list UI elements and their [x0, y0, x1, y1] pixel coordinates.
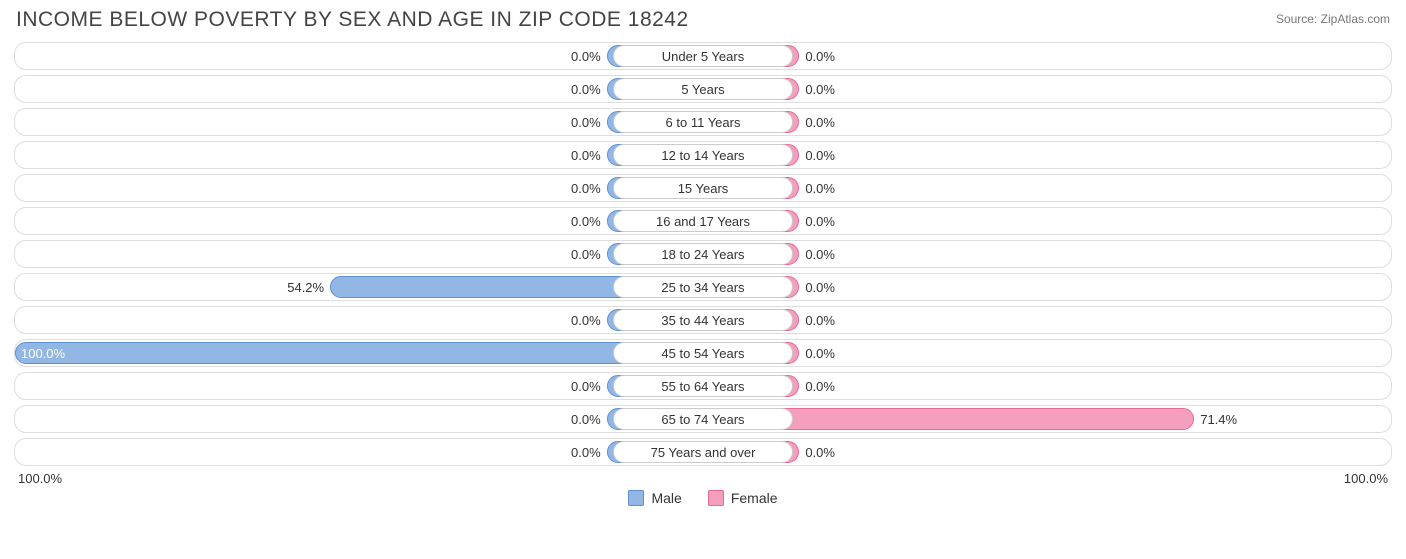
chart-row: 0.0% 71.4% 65 to 74 Years	[14, 405, 1392, 433]
female-value-label: 0.0%	[805, 109, 835, 135]
male-value-label: 0.0%	[571, 109, 601, 135]
diverging-bar-chart: 0.0%0.0%Under 5 Years0.0%0.0%5 Years0.0%…	[10, 42, 1396, 466]
female-swatch-icon	[708, 490, 724, 506]
chart-row: 0.0% 0.0% Under 5 Years	[14, 42, 1392, 70]
male-value-label: 0.0%	[571, 76, 601, 102]
chart-row: 0.0% 0.0% 12 to 14 Years	[14, 141, 1392, 169]
male-value-label: 0.0%	[571, 373, 601, 399]
male-value-label: 0.0%	[571, 307, 601, 333]
chart-row: 0.0% 0.0% 5 Years	[14, 75, 1392, 103]
legend: Male Female	[10, 490, 1396, 506]
axis-left-label: 100.0%	[18, 471, 62, 486]
male-value-label: 0.0%	[571, 142, 601, 168]
legend-male-label: Male	[651, 490, 681, 506]
male-value-label: 0.0%	[571, 208, 601, 234]
female-value-label: 0.0%	[805, 142, 835, 168]
chart-row: 0.0% 0.0% 75 Years and over	[14, 438, 1392, 466]
category-pill: 12 to 14 Years	[613, 144, 793, 166]
female-value-label: 0.0%	[805, 208, 835, 234]
chart-row: 54.2% 0.0% 25 to 34 Years	[14, 273, 1392, 301]
chart-row: 0.0% 0.0% 35 to 44 Years	[14, 306, 1392, 334]
chart-row: 0.0% 0.0% 55 to 64 Years	[14, 372, 1392, 400]
category-pill: 45 to 54 Years	[613, 342, 793, 364]
axis-right-label: 100.0%	[1344, 471, 1388, 486]
category-pill: 25 to 34 Years	[613, 276, 793, 298]
female-value-label: 0.0%	[805, 340, 835, 366]
category-pill: 35 to 44 Years	[613, 309, 793, 331]
chart-container: INCOME BELOW POVERTY BY SEX AND AGE IN Z…	[0, 0, 1406, 516]
female-value-label: 0.0%	[805, 439, 835, 465]
category-pill: 5 Years	[613, 78, 793, 100]
female-value-label: 0.0%	[805, 43, 835, 69]
female-value-label: 71.4%	[1200, 406, 1237, 432]
chart-row: 100.0% 0.0% 45 to 54 Years	[14, 339, 1392, 367]
category-pill: Under 5 Years	[613, 45, 793, 67]
chart-row: 0.0% 0.0% 16 and 17 Years	[14, 207, 1392, 235]
category-pill: 65 to 74 Years	[613, 408, 793, 430]
male-value-label: 54.2%	[287, 274, 324, 300]
female-value-label: 0.0%	[805, 274, 835, 300]
x-axis: 100.0% 100.0%	[10, 471, 1396, 486]
chart-row: 0.0% 0.0% 18 to 24 Years	[14, 240, 1392, 268]
category-pill: 6 to 11 Years	[613, 111, 793, 133]
legend-item-female: Female	[708, 490, 778, 506]
legend-female-label: Female	[731, 490, 778, 506]
chart-row: 0.0% 0.0% 15 Years	[14, 174, 1392, 202]
category-pill: 55 to 64 Years	[613, 375, 793, 397]
male-value-label: 0.0%	[571, 439, 601, 465]
male-value-label: 100.0%	[21, 340, 65, 366]
category-pill: 18 to 24 Years	[613, 243, 793, 265]
male-swatch-icon	[628, 490, 644, 506]
male-value-label: 0.0%	[571, 241, 601, 267]
female-value-label: 0.0%	[805, 307, 835, 333]
male-value-label: 0.0%	[571, 175, 601, 201]
chart-title: INCOME BELOW POVERTY BY SEX AND AGE IN Z…	[16, 8, 689, 32]
female-value-label: 0.0%	[805, 76, 835, 102]
legend-item-male: Male	[628, 490, 681, 506]
chart-source: Source: ZipAtlas.com	[1276, 8, 1390, 26]
category-pill: 75 Years and over	[613, 441, 793, 463]
female-value-label: 0.0%	[805, 241, 835, 267]
category-pill: 15 Years	[613, 177, 793, 199]
category-pill: 16 and 17 Years	[613, 210, 793, 232]
chart-header: INCOME BELOW POVERTY BY SEX AND AGE IN Z…	[10, 8, 1396, 32]
female-value-label: 0.0%	[805, 373, 835, 399]
chart-row: 0.0% 0.0% 6 to 11 Years	[14, 108, 1392, 136]
male-value-label: 0.0%	[571, 43, 601, 69]
male-value-label: 0.0%	[571, 406, 601, 432]
male-bar	[15, 342, 703, 364]
female-value-label: 0.0%	[805, 175, 835, 201]
